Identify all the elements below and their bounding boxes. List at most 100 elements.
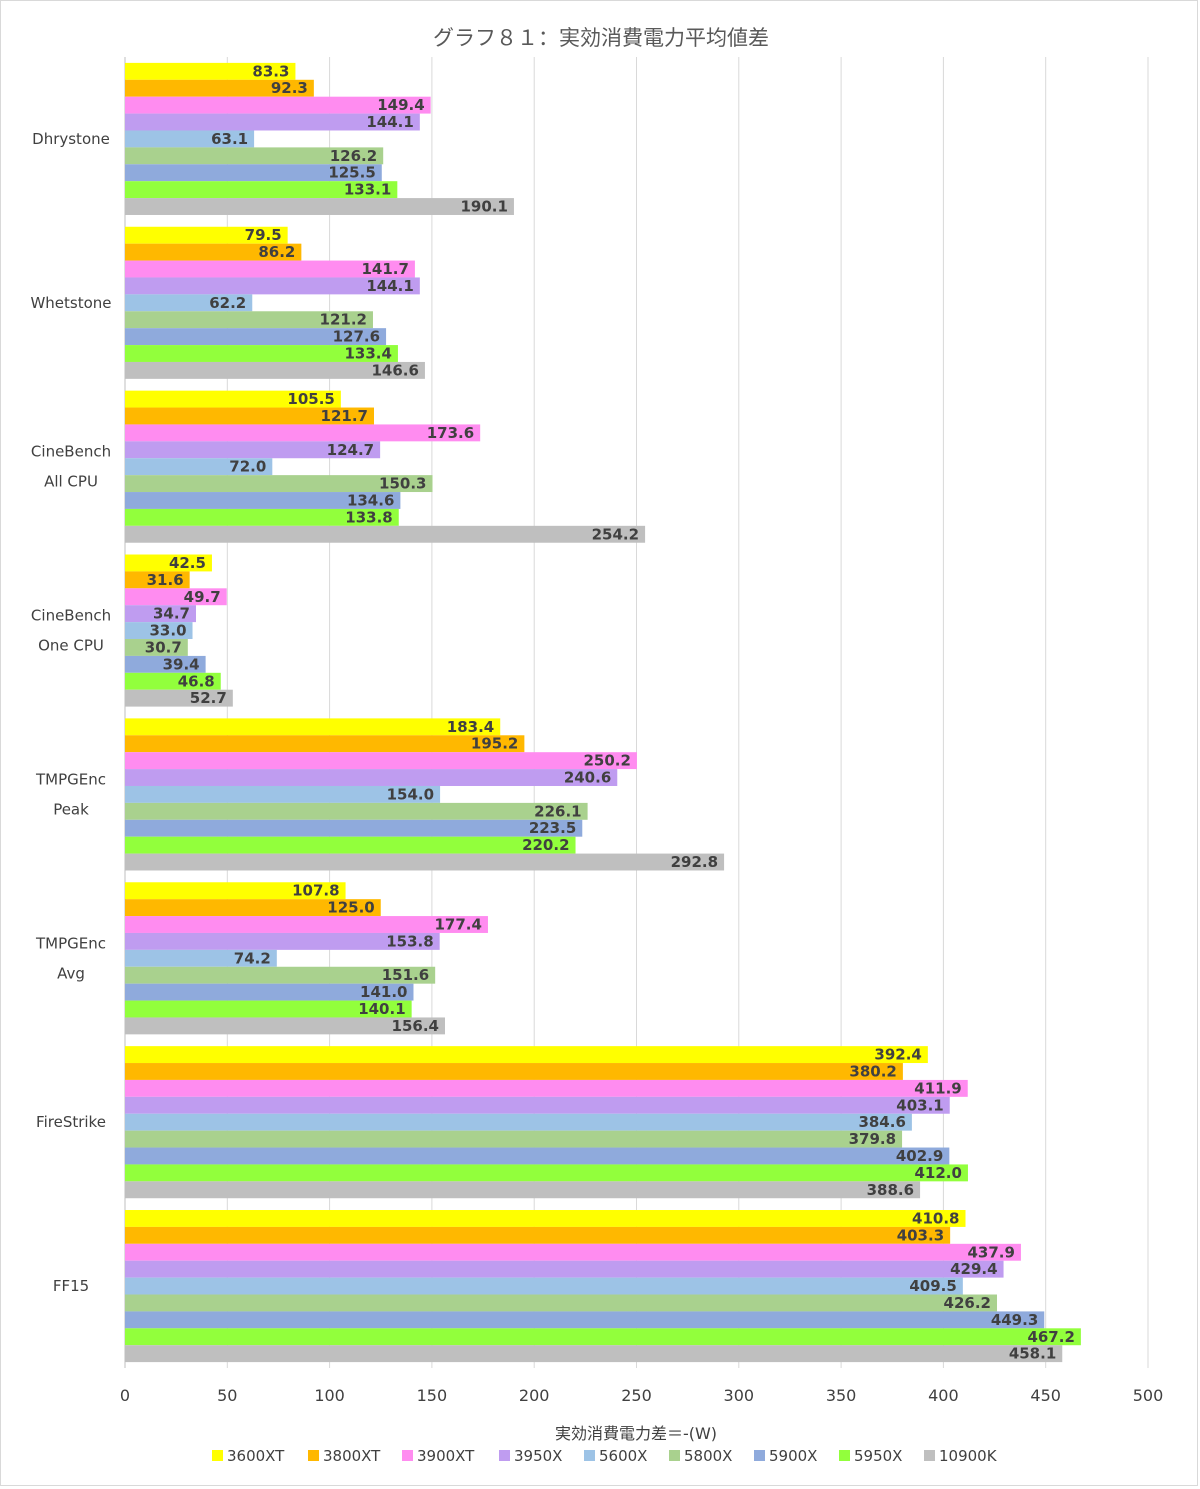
bar bbox=[125, 819, 583, 837]
bar bbox=[125, 1226, 951, 1244]
bar bbox=[125, 1294, 998, 1312]
legend-swatch bbox=[754, 1450, 765, 1461]
bar-value-label: 107.8 bbox=[292, 882, 339, 900]
bar-value-label: 30.7 bbox=[145, 638, 182, 656]
category-label: FireStrike bbox=[36, 1113, 106, 1131]
bar-value-label: 62.2 bbox=[209, 294, 246, 312]
bar-value-label: 133.1 bbox=[344, 181, 391, 199]
bar-value-label: 121.7 bbox=[321, 407, 368, 425]
bar bbox=[125, 1243, 1021, 1261]
bar bbox=[125, 1017, 445, 1035]
bar-value-label: 74.2 bbox=[234, 949, 271, 967]
bars bbox=[125, 62, 1081, 1363]
bar bbox=[125, 1063, 903, 1080]
legend-swatch bbox=[308, 1450, 319, 1461]
bar bbox=[125, 62, 296, 80]
category-label: TMPGEnc bbox=[35, 934, 106, 952]
bar bbox=[125, 1113, 912, 1131]
bar bbox=[125, 1181, 921, 1199]
bar-value-label: 411.9 bbox=[914, 1079, 961, 1097]
bar-value-label: 254.2 bbox=[592, 525, 639, 543]
bar-value-label: 31.6 bbox=[147, 571, 184, 589]
bar-value-label: 33.0 bbox=[150, 622, 187, 640]
x-tick-label: 50 bbox=[217, 1386, 237, 1405]
bar bbox=[125, 605, 196, 623]
bar bbox=[125, 853, 725, 871]
bar-value-label: 426.2 bbox=[944, 1294, 991, 1312]
category-label: FF15 bbox=[53, 1277, 89, 1295]
bar-value-label: 42.5 bbox=[169, 554, 206, 572]
bar bbox=[125, 785, 441, 803]
bar-value-label: 34.7 bbox=[153, 605, 190, 623]
bar-value-label: 154.0 bbox=[387, 785, 434, 803]
bar-value-label: 149.4 bbox=[377, 96, 424, 114]
legend-label: 5600X bbox=[599, 1447, 647, 1465]
bar bbox=[125, 277, 420, 295]
legend-label: 3950X bbox=[514, 1447, 562, 1465]
bar-value-label: 403.1 bbox=[896, 1096, 943, 1114]
bar-value-label: 437.9 bbox=[967, 1243, 1014, 1261]
bar bbox=[125, 345, 398, 362]
legend-item: 3900XT bbox=[402, 1447, 475, 1465]
bar bbox=[125, 836, 576, 854]
bar-value-label: 86.2 bbox=[258, 243, 295, 261]
bar-value-label: 121.2 bbox=[320, 311, 367, 329]
legend-label: 3800XT bbox=[323, 1447, 381, 1465]
bar-value-label: 144.1 bbox=[366, 113, 413, 131]
bar bbox=[125, 554, 212, 572]
bar bbox=[125, 260, 415, 278]
bar bbox=[125, 390, 341, 408]
bar bbox=[125, 622, 193, 640]
chart-title: グラフ８１：実効消費電力平均値差 bbox=[433, 26, 769, 50]
bar bbox=[125, 475, 433, 493]
legend-item: 10900K bbox=[924, 1447, 998, 1465]
legend-item: 5900X bbox=[754, 1447, 817, 1465]
bar-value-label: 379.8 bbox=[849, 1130, 896, 1148]
bar-value-label: 83.3 bbox=[252, 62, 289, 80]
bar-value-label: 79.5 bbox=[245, 226, 282, 244]
bar-value-label: 140.1 bbox=[358, 1000, 405, 1018]
bar bbox=[125, 802, 588, 820]
bar-value-label: 292.8 bbox=[671, 853, 718, 871]
legend-item: 3800XT bbox=[308, 1447, 381, 1465]
category-label: Whetstone bbox=[30, 294, 111, 312]
bar bbox=[125, 147, 384, 165]
bar-value-label: 72.0 bbox=[229, 458, 266, 476]
bar bbox=[125, 655, 206, 673]
bar bbox=[125, 899, 381, 917]
legend-label: 5800X bbox=[684, 1447, 732, 1465]
x-axis-title: 実効消費電力差＝-(W) bbox=[555, 1424, 717, 1443]
bar-value-label: 384.6 bbox=[858, 1113, 905, 1131]
x-tick-label: 350 bbox=[826, 1386, 857, 1405]
legend-item: 5600X bbox=[584, 1447, 647, 1465]
bar-value-label: 151.6 bbox=[382, 966, 429, 984]
bar bbox=[125, 1096, 950, 1114]
bar-value-label: 125.5 bbox=[328, 164, 375, 182]
x-tick-label: 100 bbox=[314, 1386, 345, 1405]
bar-value-label: 380.2 bbox=[849, 1062, 896, 1080]
bar bbox=[125, 966, 436, 984]
bar-value-label: 146.6 bbox=[371, 361, 418, 379]
bar-value-label: 52.7 bbox=[190, 689, 227, 707]
bar bbox=[125, 1130, 903, 1148]
data-labels: 83.392.3149.4144.163.1126.2125.5133.1190… bbox=[145, 62, 1075, 1362]
bar bbox=[125, 718, 501, 736]
bar-value-label: 226.1 bbox=[534, 802, 581, 820]
legend-swatch bbox=[402, 1450, 413, 1461]
legend-label: 5900X bbox=[769, 1447, 817, 1465]
bar-value-label: 467.2 bbox=[1027, 1328, 1074, 1346]
legend-swatch bbox=[499, 1450, 510, 1461]
bar-value-label: 63.1 bbox=[211, 130, 248, 148]
bar-value-label: 409.5 bbox=[909, 1277, 956, 1295]
bar-value-label: 388.6 bbox=[867, 1181, 914, 1199]
bar bbox=[125, 571, 190, 589]
category-label: All CPU bbox=[44, 473, 98, 491]
bar-value-label: 392.4 bbox=[874, 1046, 921, 1064]
bar bbox=[125, 1147, 950, 1165]
bar bbox=[125, 689, 233, 707]
x-tick-label: 150 bbox=[417, 1386, 448, 1405]
legend-item: 5950X bbox=[839, 1447, 902, 1465]
bar bbox=[125, 672, 221, 690]
